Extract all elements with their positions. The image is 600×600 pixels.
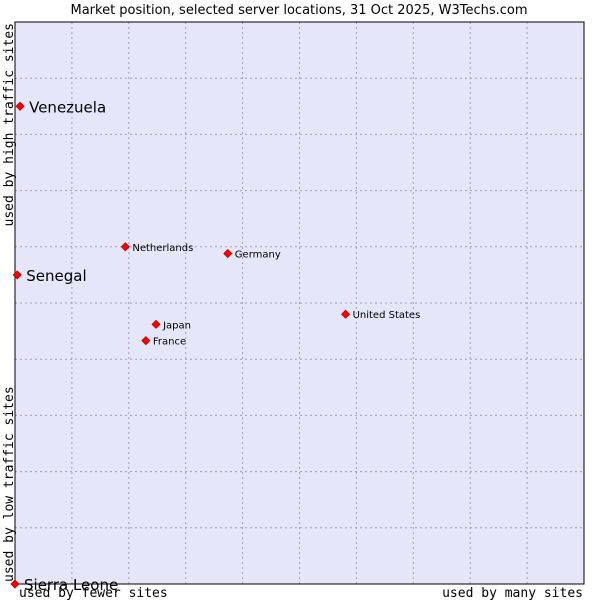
point-label: France — [153, 337, 186, 348]
point-label: Germany — [235, 250, 281, 261]
y-axis-label-top: used by high traffic sites — [2, 23, 17, 227]
chart-title: Market position, selected server locatio… — [70, 3, 527, 18]
data-point-japan: Japan — [151, 319, 191, 331]
point-label: Venezuela — [29, 98, 106, 116]
y-axis-label-bottom: used by low traffic sites — [2, 386, 17, 582]
data-points: Venezuela Senegal Sierra Leone Netherlands G… — [10, 98, 421, 594]
point-marker — [15, 101, 25, 111]
data-point-united-states: United States — [341, 309, 421, 321]
data-point-sierra-leone: Sierra Leone — [10, 576, 118, 594]
point-marker — [120, 242, 130, 252]
point-marker — [141, 336, 151, 346]
data-point-germany: Germany — [223, 248, 281, 261]
x-axis-label-left: used by fewer sites — [19, 586, 168, 600]
point-label: United States — [353, 310, 421, 321]
point-marker — [223, 248, 233, 259]
data-point-france: France — [141, 336, 186, 348]
plot-border — [14, 21, 585, 585]
point-label: Netherlands — [132, 243, 193, 254]
point-marker — [151, 319, 161, 329]
grid-lines — [15, 22, 584, 584]
data-point-netherlands: Netherlands — [120, 242, 193, 254]
point-label: Sierra Leone — [24, 576, 118, 594]
data-point-venezuela: Venezuela — [15, 98, 106, 116]
point-label: Japan — [162, 320, 191, 331]
x-axis-label-right: used by many sites — [442, 586, 583, 600]
point-marker — [341, 309, 351, 319]
point-label: Senegal — [26, 267, 86, 285]
data-point-senegal: Senegal — [12, 267, 87, 285]
point-marker — [12, 270, 22, 280]
point-marker — [10, 579, 20, 589]
